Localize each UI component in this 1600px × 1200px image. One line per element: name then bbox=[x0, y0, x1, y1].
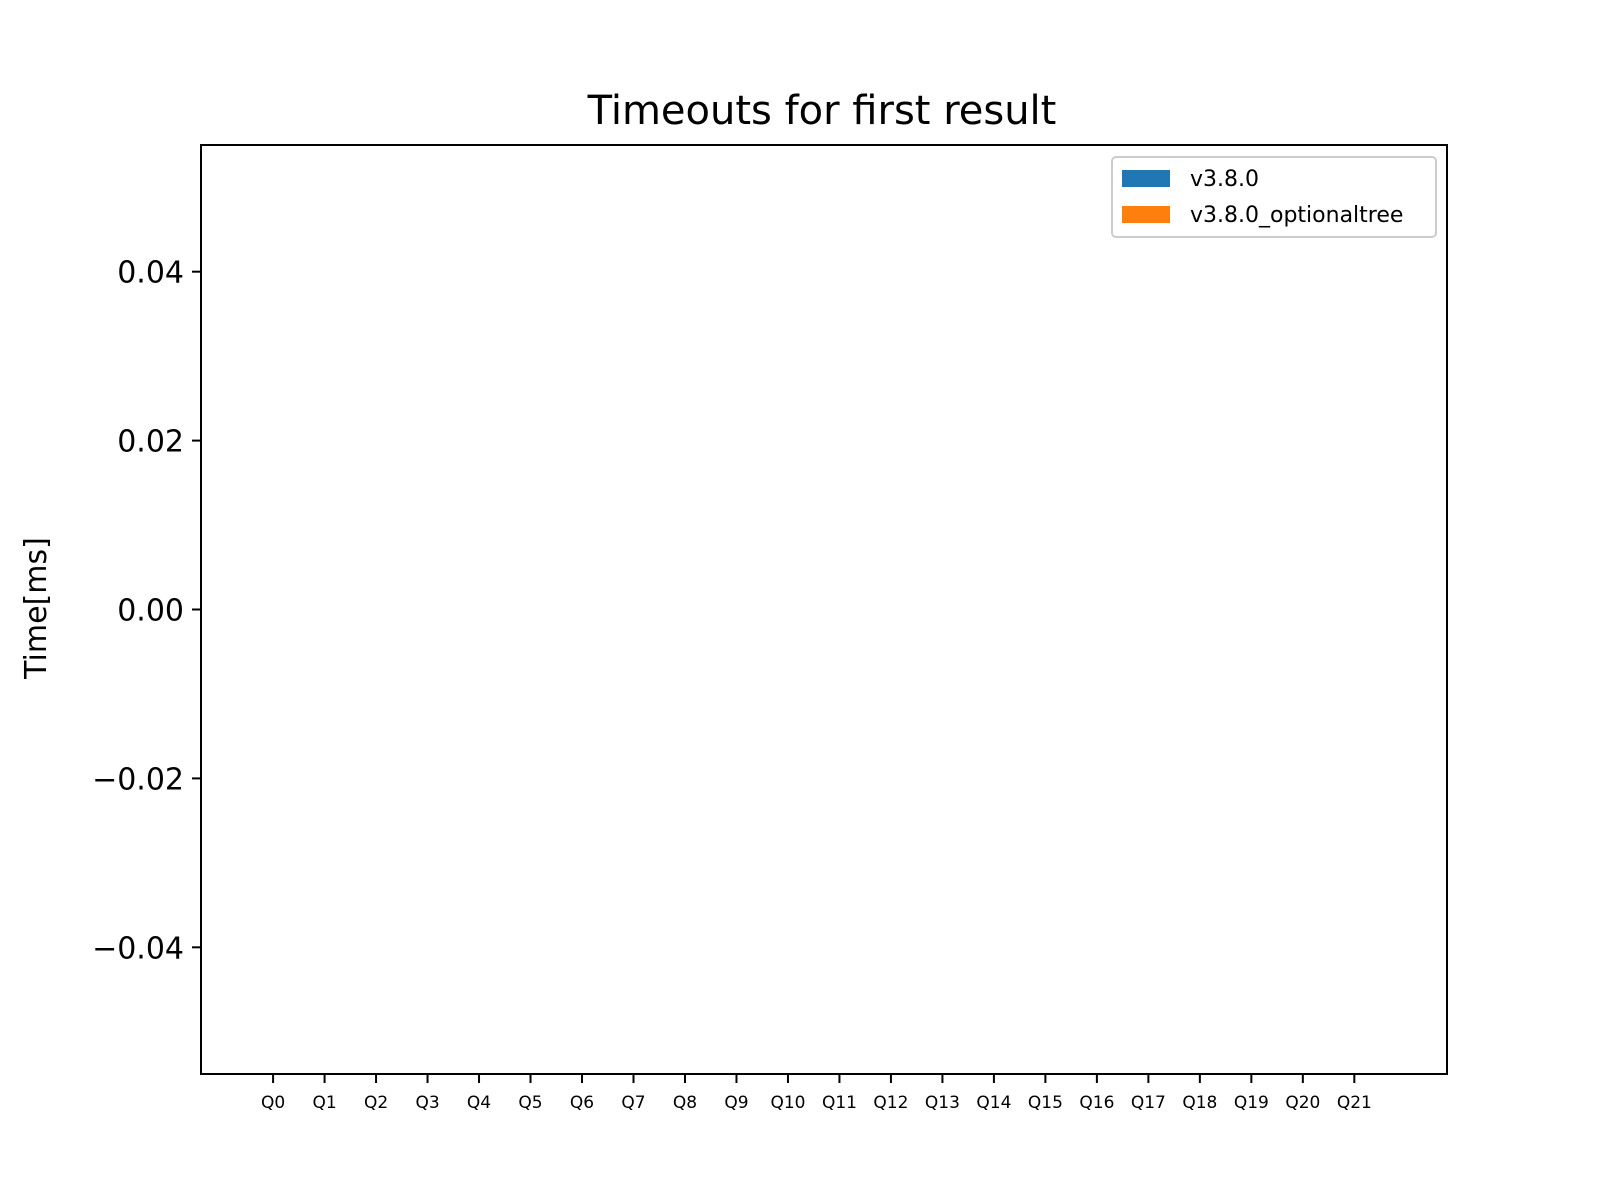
y-tick-label: 0.04 bbox=[117, 256, 184, 291]
plot-area bbox=[200, 144, 1448, 1075]
x-tick-label-q7: Q7 bbox=[621, 1093, 645, 1113]
x-axis: Q0 Q1 Q2 Q3 Q4 Q5 Q6 Q7 Q8 Q9 Q10 Q11 Q12 Q13 Q14 Q15 Q1… bbox=[261, 1074, 1372, 1113]
x-tick-label-q20: Q20 bbox=[1285, 1093, 1320, 1113]
y-tick-label: −0.04 bbox=[92, 931, 184, 966]
x-tick-label-q5: Q5 bbox=[518, 1093, 542, 1113]
plot-background bbox=[201, 145, 1447, 1074]
y-tick-label: −0.02 bbox=[92, 762, 184, 797]
x-tick-label-q21: Q21 bbox=[1337, 1093, 1372, 1113]
y-axis-label: Time[ms] bbox=[19, 537, 54, 680]
y-tick-label: 0.00 bbox=[117, 594, 184, 629]
x-tick-label-q17: Q17 bbox=[1131, 1093, 1166, 1113]
x-tick-label-q10: Q10 bbox=[770, 1093, 805, 1113]
x-tick-label-q16: Q16 bbox=[1079, 1093, 1114, 1113]
legend-label-series-0: v3.8.0 bbox=[1190, 167, 1259, 192]
x-tick-label-q19: Q19 bbox=[1234, 1093, 1269, 1113]
x-tick-label-q8: Q8 bbox=[673, 1093, 697, 1113]
x-tick-label-q0: Q0 bbox=[261, 1093, 285, 1113]
legend-label-series-1: v3.8.0_optionaltree bbox=[1190, 203, 1403, 228]
legend-frame bbox=[1111, 156, 1437, 238]
x-tick-label-q15: Q15 bbox=[1028, 1093, 1063, 1113]
y-tick-label: 0.02 bbox=[117, 425, 184, 460]
x-tick-label-q6: Q6 bbox=[570, 1093, 594, 1113]
x-tick-label-q11: Q11 bbox=[822, 1093, 857, 1113]
x-tick-label-q1: Q1 bbox=[312, 1093, 336, 1113]
x-tick-label-q13: Q13 bbox=[925, 1093, 960, 1113]
legend-swatch-series-0 bbox=[1122, 170, 1170, 187]
legend-swatch-series-1 bbox=[1122, 206, 1170, 223]
y-axis: 0.04 0.02 0.00 −0.02 −0.04 bbox=[92, 256, 201, 966]
legend: v3.8.0 v3.8.0_optionaltree bbox=[1111, 156, 1437, 238]
x-tick-label-q9: Q9 bbox=[724, 1093, 748, 1113]
x-tick-label-q12: Q12 bbox=[873, 1093, 908, 1113]
x-tick-label-q14: Q14 bbox=[976, 1093, 1011, 1113]
x-tick-label-q2: Q2 bbox=[364, 1093, 388, 1113]
x-tick-label-q18: Q18 bbox=[1182, 1093, 1217, 1113]
legend-items: v3.8.0 v3.8.0_optionaltree bbox=[1122, 167, 1403, 228]
x-tick-label-q4: Q4 bbox=[467, 1093, 491, 1113]
x-tick-label-q3: Q3 bbox=[415, 1093, 439, 1113]
chart-title: Timeouts for first result bbox=[587, 88, 1057, 134]
